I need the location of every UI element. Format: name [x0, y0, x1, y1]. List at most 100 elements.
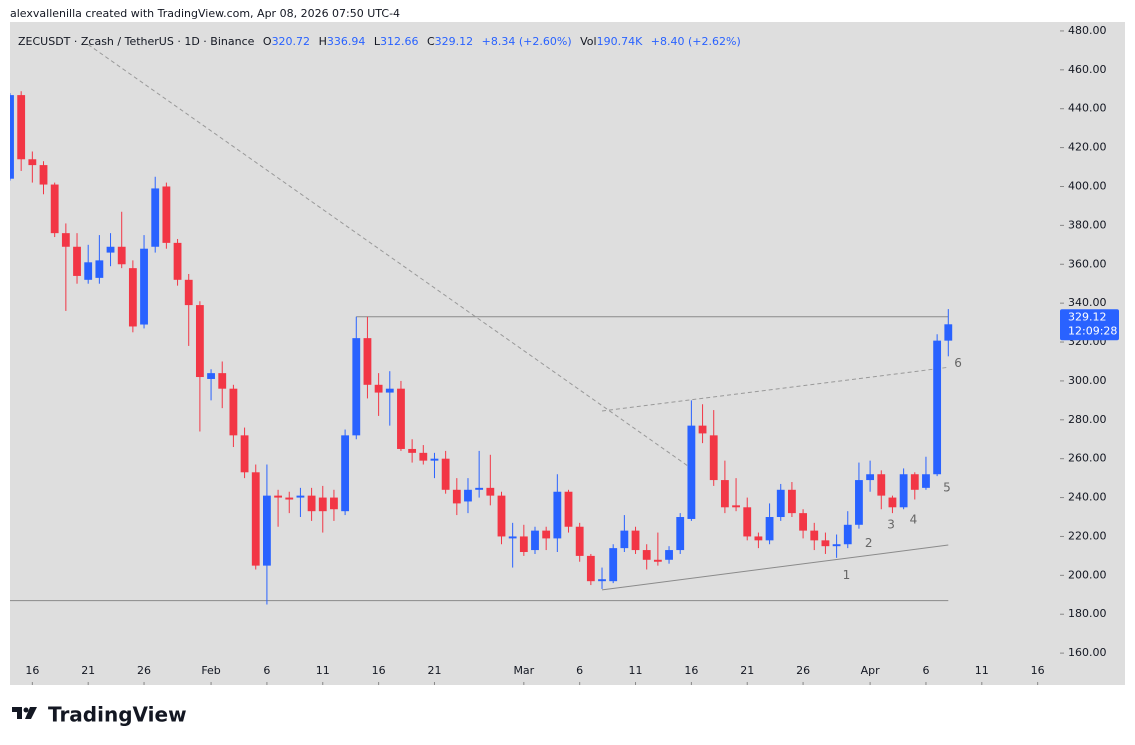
- candle-body: [173, 242, 182, 280]
- brand: TradingView: [48, 703, 187, 727]
- x-tick-label: 16: [25, 664, 39, 677]
- candle-body: [240, 435, 249, 473]
- candle-body: [117, 246, 126, 265]
- candle-body: [508, 536, 517, 539]
- candle-body: [140, 248, 148, 325]
- candle-body: [799, 513, 807, 531]
- candle-body: [866, 474, 875, 481]
- trend-line: [87, 44, 692, 469]
- x-tick-label: 16: [684, 664, 698, 677]
- candle-body: [419, 452, 428, 461]
- candle-body: [732, 505, 740, 508]
- candle-body: [910, 474, 919, 490]
- candle-body: [821, 540, 830, 547]
- wave-label: 6: [954, 356, 962, 370]
- h-label: H: [319, 35, 327, 48]
- candle-body: [888, 497, 897, 508]
- h-value: 336.94: [327, 35, 366, 48]
- symbol: ZECUSDT · Zcash / TetherUS · 1D · Binanc…: [18, 35, 255, 48]
- o-label: O: [263, 35, 272, 48]
- candle-body: [17, 95, 26, 160]
- candle-body: [184, 279, 193, 306]
- candle-body: [251, 472, 260, 566]
- candle-body: [944, 324, 953, 341]
- candle-body: [352, 338, 361, 436]
- candle-body: [73, 246, 81, 276]
- candle-body: [218, 373, 227, 389]
- candle-body: [374, 384, 383, 393]
- chart-background: [10, 22, 1125, 685]
- y-tick-label: 480.00: [1068, 24, 1107, 37]
- candle-body: [598, 579, 606, 582]
- candle-body: [441, 458, 450, 490]
- candle-body: [609, 548, 618, 582]
- x-tick-label: 26: [137, 664, 151, 677]
- candle-body: [430, 458, 439, 461]
- y-tick-label: 200.00: [1068, 568, 1107, 581]
- candle-body: [754, 536, 763, 541]
- x-tick-label: 11: [316, 664, 330, 677]
- l-label: L: [374, 35, 381, 48]
- candle-body: [464, 489, 472, 502]
- x-tick-label: Feb: [201, 664, 220, 677]
- x-tick-label: 6: [263, 664, 270, 677]
- candle-body: [899, 474, 908, 508]
- candle-body: [475, 487, 484, 490]
- candle-body: [229, 388, 238, 436]
- vol-change: +8.40 (+2.62%): [651, 35, 741, 48]
- x-tick-label: Apr: [861, 664, 881, 677]
- candle-body: [263, 495, 271, 566]
- x-tick-label: 11: [975, 664, 989, 677]
- wave-label: 3: [887, 517, 895, 531]
- wave-label: 5: [943, 480, 951, 494]
- legend: ZECUSDT · Zcash / TetherUS · 1D · Binanc…: [18, 35, 741, 48]
- candle-body: [575, 526, 584, 556]
- wave-label: 4: [910, 512, 918, 526]
- y-tick-label: 300.00: [1068, 374, 1107, 387]
- y-tick-label: 420.00: [1068, 141, 1107, 154]
- x-tick-label: Mar: [513, 664, 534, 677]
- plot-area: [10, 44, 953, 605]
- candle-body: [385, 388, 394, 393]
- candle-body: [743, 507, 752, 537]
- y-tick-label: 280.00: [1068, 413, 1107, 426]
- x-tick-label: 16: [1031, 664, 1045, 677]
- trend-line: [601, 366, 949, 412]
- candle-body: [61, 233, 70, 247]
- y-tick-label: 180.00: [1068, 607, 1107, 620]
- candle-body: [28, 159, 37, 166]
- candle-body: [274, 495, 282, 498]
- candle-body: [452, 489, 461, 504]
- candle-body: [39, 165, 48, 185]
- x-tick-label: 6: [576, 664, 583, 677]
- y-tick-label: 440.00: [1068, 102, 1107, 115]
- candle-body: [687, 425, 696, 519]
- candle-body: [709, 435, 718, 481]
- candle-body: [720, 480, 729, 508]
- candle-body: [363, 338, 372, 385]
- y-tick-label: 460.00: [1068, 63, 1107, 76]
- vol-label: Vol: [580, 35, 596, 48]
- candle-body: [564, 491, 573, 527]
- o-value: 320.72: [272, 35, 311, 48]
- x-tick-label: 6: [922, 664, 929, 677]
- candle-body: [10, 95, 14, 179]
- candle-body: [542, 530, 551, 539]
- y-tick-label: 360.00: [1068, 257, 1107, 270]
- x-tick-label: 21: [740, 664, 754, 677]
- candle-body: [397, 388, 405, 449]
- candle-body: [486, 487, 495, 496]
- candle-body: [330, 497, 338, 510]
- x-tick-label: 21: [427, 664, 441, 677]
- logo: [12, 707, 37, 719]
- last-price-label: 329.12: [1068, 310, 1107, 323]
- candle-body: [832, 544, 841, 547]
- y-tick-label: 340.00: [1068, 296, 1107, 309]
- candle-body: [631, 530, 640, 551]
- y-tick-label: 240.00: [1068, 491, 1107, 504]
- candle-body: [408, 448, 417, 453]
- countdown: 12:09:28: [1068, 324, 1117, 337]
- candle-body: [84, 262, 93, 280]
- candle-body: [531, 530, 539, 551]
